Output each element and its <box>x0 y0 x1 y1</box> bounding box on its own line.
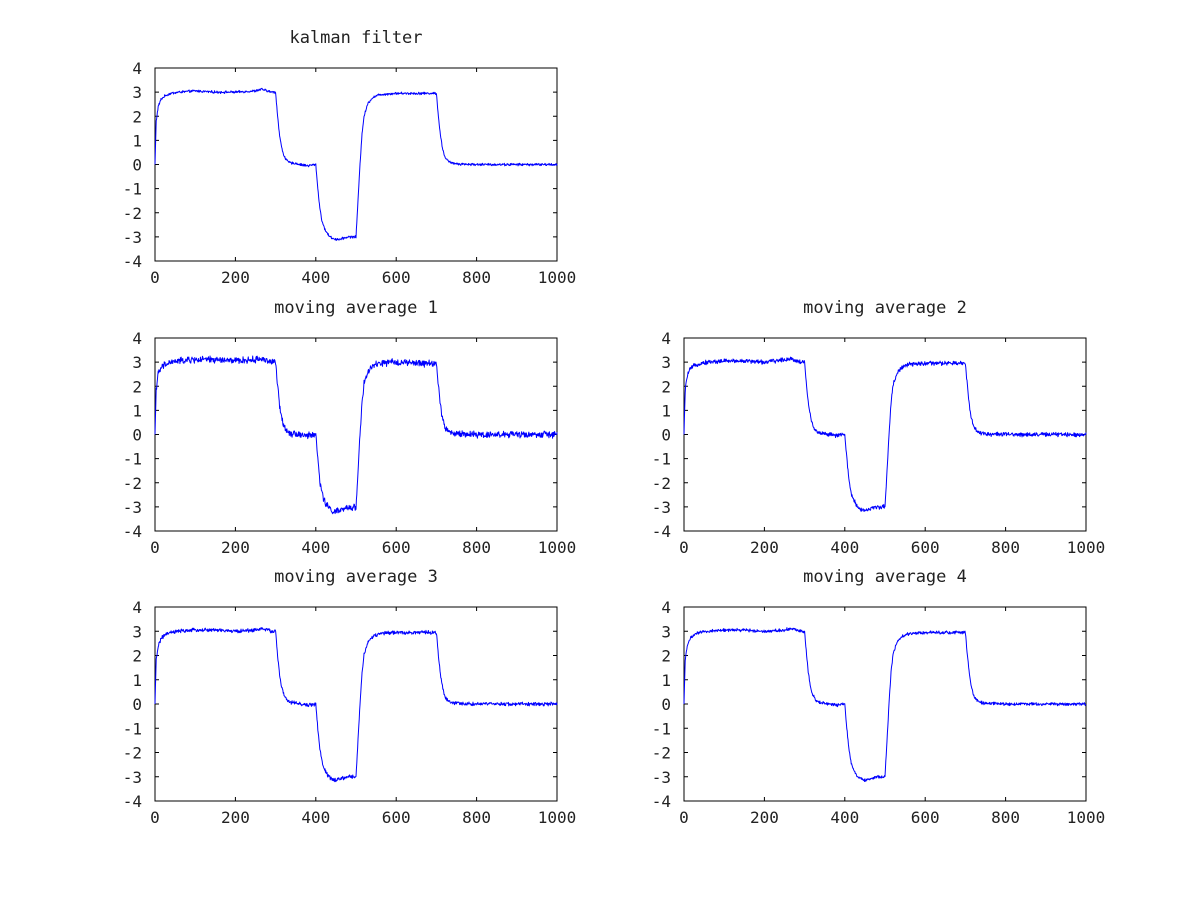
y-tick-label: 0 <box>132 695 142 714</box>
y-tick-label: -1 <box>652 450 671 469</box>
y-tick-label: -1 <box>652 719 671 738</box>
x-tick-label: 0 <box>150 268 160 287</box>
y-tick-label: 4 <box>132 598 142 617</box>
x-tick-label: 200 <box>750 538 779 557</box>
y-tick-label: 4 <box>132 59 142 78</box>
subplot-moving-average-3: moving average 3 0 200 400 600 800 100043210-… <box>123 567 577 827</box>
y-tick-label: -4 <box>652 792 671 811</box>
series-line <box>154 626 558 783</box>
x-tick-label: 800 <box>462 808 491 827</box>
y-tick-label: -3 <box>123 498 142 517</box>
subplot-title: moving average 2 <box>803 298 967 318</box>
series-line <box>683 356 1087 513</box>
x-tick-label: 800 <box>462 538 491 557</box>
subplot-kalman-filter: kalman filter 0 200 400 600 800 1000 4 3 2 1 0 -1 -2… <box>123 28 577 287</box>
x-tick-label: 1000 <box>538 808 577 827</box>
series-line <box>154 87 558 241</box>
subplot-moving-average-4: moving average 4 0 200 400 600 800 100043210-… <box>652 567 1106 827</box>
y-tick-label: 2 <box>661 377 671 396</box>
y-tick-label: -2 <box>652 474 671 493</box>
y-tick-label: 3 <box>132 353 142 372</box>
y-tick-label: -3 <box>123 768 142 787</box>
x-tick-label: 400 <box>301 808 330 827</box>
subplot-moving-average-1: moving average 1 0 200 400 600 800 100043210-… <box>123 298 577 557</box>
subplot-title: kalman filter <box>289 28 422 48</box>
y-tick-label: -1 <box>123 180 142 199</box>
x-tick-label: 200 <box>221 268 250 287</box>
y-tick-label: 4 <box>132 329 142 348</box>
y-tick-label: 2 <box>132 107 142 126</box>
y-tick-label: 0 <box>661 426 671 445</box>
y-tick-label: 1 <box>132 401 142 420</box>
x-tick-label: 200 <box>750 808 779 827</box>
x-tick-label: 600 <box>382 538 411 557</box>
x-tick-label: 1000 <box>1067 808 1106 827</box>
x-tick-label: 0 <box>679 538 689 557</box>
x-tick-label: 400 <box>830 538 859 557</box>
y-tick-label: 4 <box>661 598 671 617</box>
y-tick-label: -2 <box>123 744 142 763</box>
y-tick-label: 2 <box>132 377 142 396</box>
y-tick-label: 1 <box>132 671 142 690</box>
x-tick-label: 200 <box>221 808 250 827</box>
y-tick-label: -2 <box>652 744 671 763</box>
y-tick-label: -2 <box>123 204 142 223</box>
x-tick-label: 400 <box>301 268 330 287</box>
y-tick-label: -4 <box>652 522 671 541</box>
y-tick-label: -1 <box>123 719 142 738</box>
y-tick-label: -4 <box>123 792 142 811</box>
x-tick-label: 200 <box>221 538 250 557</box>
y-tick-label: -3 <box>123 228 142 247</box>
y-tick-label: 1 <box>132 131 142 150</box>
y-tick-label: -1 <box>123 450 142 469</box>
y-tick-label: -2 <box>123 474 142 493</box>
x-tick-label: 0 <box>150 808 160 827</box>
subplot-moving-average-2: moving average 2 0 200 400 600 800 100043210-… <box>652 298 1106 557</box>
y-tick-label: 2 <box>661 647 671 666</box>
y-tick-label: 3 <box>661 353 671 372</box>
x-tick-label: 600 <box>911 538 940 557</box>
y-tick-label: 1 <box>661 671 671 690</box>
y-tick-label: 1 <box>661 401 671 420</box>
x-tick-label: 400 <box>301 538 330 557</box>
x-tick-label: 800 <box>991 538 1020 557</box>
y-tick-label: -3 <box>652 498 671 517</box>
y-tick-label: 4 <box>661 329 671 348</box>
y-tick-label: 3 <box>132 83 142 102</box>
series-line <box>154 355 558 515</box>
y-tick-label: -3 <box>652 768 671 787</box>
y-tick-label: 3 <box>132 622 142 641</box>
y-tick-label: 3 <box>661 622 671 641</box>
x-tick-label: 600 <box>382 268 411 287</box>
x-tick-label: 800 <box>991 808 1020 827</box>
subplot-title: moving average 3 <box>274 567 438 587</box>
series-line <box>683 627 1087 782</box>
y-tick-label: 0 <box>661 695 671 714</box>
x-tick-label: 600 <box>382 808 411 827</box>
subplot-title: moving average 1 <box>274 298 438 318</box>
subplot-title: moving average 4 <box>803 567 967 587</box>
x-tick-label: 400 <box>830 808 859 827</box>
y-tick-label: 0 <box>132 156 142 175</box>
y-tick-label: -4 <box>123 522 142 541</box>
y-tick-label: 0 <box>132 426 142 445</box>
y-tick-label: -4 <box>123 252 142 271</box>
x-tick-label: 0 <box>150 538 160 557</box>
x-tick-label: 800 <box>462 268 491 287</box>
x-tick-label: 1000 <box>538 538 577 557</box>
x-tick-label: 1000 <box>1067 538 1106 557</box>
x-tick-label: 0 <box>679 808 689 827</box>
x-tick-label: 600 <box>911 808 940 827</box>
x-tick-label: 1000 <box>538 268 577 287</box>
y-tick-label: 2 <box>132 647 142 666</box>
